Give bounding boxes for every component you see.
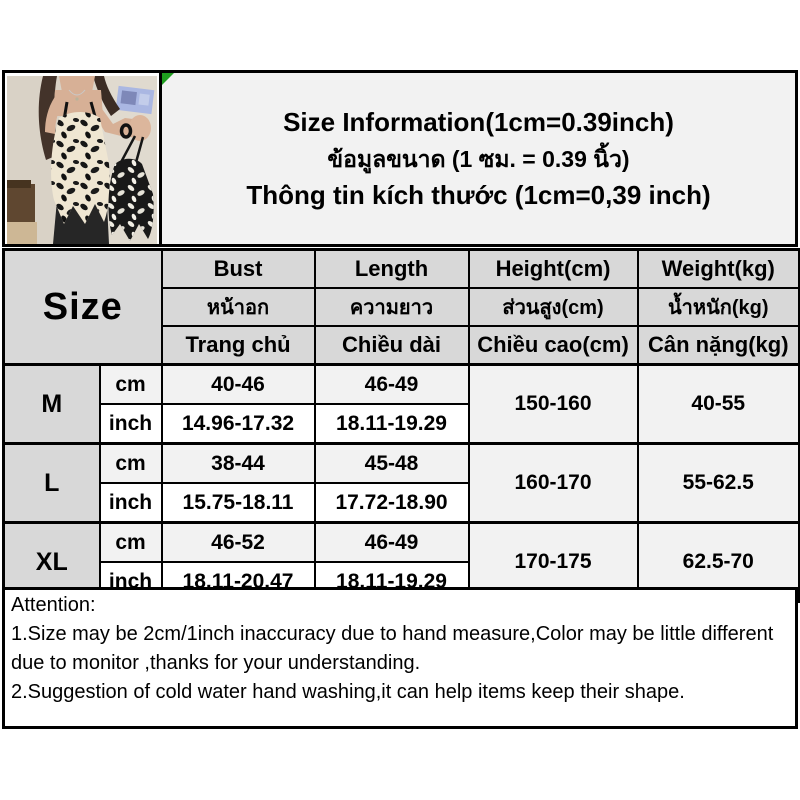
table-row-l-cm: L cm 38-44 45-48 160-170 55-62.5 bbox=[2, 442, 800, 524]
l-bust-inch: 15.75-18.11 bbox=[160, 482, 316, 524]
unit-label-cm: cm bbox=[98, 521, 163, 563]
attention-item-2: 2.Suggestion of cold water hand washing,… bbox=[11, 681, 685, 703]
unit-label-cm: cm bbox=[98, 363, 163, 405]
col-header-height-en: Height(cm) bbox=[467, 248, 639, 289]
table-row-l-inch: inch 15.75-18.11 17.72-18.90 bbox=[4, 482, 800, 524]
xl-length-cm: 46-49 bbox=[313, 521, 470, 563]
m-bust-inch: 14.96-17.32 bbox=[160, 403, 316, 445]
corner-marker-icon bbox=[162, 73, 174, 85]
size-table: Size Bust Length Height(cm) Weight(kg) ห… bbox=[2, 248, 800, 603]
table-row-m-cm: M cm 40-46 46-49 150-160 40-55 bbox=[2, 363, 800, 445]
col-header-height-th: ส่วนสูง(cm) bbox=[467, 287, 639, 327]
col-header-weight-en: Weight(kg) bbox=[636, 248, 800, 289]
col-header-bust-th: หน้าอก bbox=[160, 287, 316, 327]
l-bust-cm: 38-44 bbox=[160, 442, 316, 484]
l-height: 160-170 bbox=[467, 442, 639, 524]
l-length-cm: 45-48 bbox=[313, 442, 470, 484]
col-header-length-th: ความยาว bbox=[313, 287, 470, 327]
m-length-inch: 18.11-19.29 bbox=[313, 403, 470, 445]
col-header-weight-vi: Cân nặng(kg) bbox=[636, 325, 800, 366]
unit-label-inch: inch bbox=[98, 482, 163, 524]
col-header-height-vi: Chiều cao(cm) bbox=[467, 325, 639, 366]
size-label-l: L bbox=[2, 442, 101, 524]
header-row-vi: Trang chủ Chiều dài Chiều cao(cm) Cân nặ… bbox=[4, 325, 800, 366]
m-weight: 40-55 bbox=[636, 363, 800, 445]
col-header-weight-th: น้ำหนัก(kg) bbox=[636, 287, 800, 327]
product-photo-cell bbox=[5, 73, 162, 244]
header-row-en: Size Bust Length Height(cm) Weight(kg) bbox=[2, 248, 800, 366]
size-table-section: Size Bust Length Height(cm) Weight(kg) ห… bbox=[2, 248, 800, 603]
l-length-inch: 17.72-18.90 bbox=[313, 482, 470, 524]
unit-label-cm: cm bbox=[98, 442, 163, 484]
title-thai: ข้อมูลขนาด (1 ซม. = 0.39 นิ้ว) bbox=[327, 145, 630, 172]
col-header-bust-en: Bust bbox=[160, 248, 316, 289]
product-photo bbox=[7, 76, 157, 244]
table-row-m-inch: inch 14.96-17.32 18.11-19.29 bbox=[4, 403, 800, 445]
attention-item-1: 1.Size may be 2cm/1inch inaccuracy due t… bbox=[11, 623, 774, 674]
xl-bust-cm: 46-52 bbox=[160, 521, 316, 563]
m-bust-cm: 40-46 bbox=[160, 363, 316, 405]
size-corner-header: Size bbox=[2, 248, 163, 366]
table-row-xl-cm: XL cm 46-52 46-49 170-175 62.5-70 bbox=[2, 521, 800, 603]
attention-box: Attention: 1.Size may be 2cm/1inch inacc… bbox=[2, 587, 798, 729]
size-information-title: Size Information(1cm=0.39inch) ข้อมูลขนา… bbox=[162, 73, 795, 244]
col-header-bust-vi: Trang chủ bbox=[160, 325, 316, 366]
title-vietnamese: Thông tin kích thước (1cm=0,39 inch) bbox=[246, 179, 711, 210]
header-row-th: หน้าอก ความยาว ส่วนสูง(cm) น้ำหนัก(kg) bbox=[4, 287, 800, 327]
header-row: Size Information(1cm=0.39inch) ข้อมูลขนา… bbox=[2, 70, 798, 247]
col-header-length-vi: Chiều dài bbox=[313, 325, 470, 366]
m-height: 150-160 bbox=[467, 363, 639, 445]
title-english: Size Information(1cm=0.39inch) bbox=[283, 106, 674, 137]
unit-label-inch: inch bbox=[98, 403, 163, 445]
col-header-length-en: Length bbox=[313, 248, 470, 289]
attention-heading: Attention: bbox=[11, 594, 96, 616]
size-label-m: M bbox=[2, 363, 101, 445]
m-length-cm: 46-49 bbox=[313, 363, 470, 405]
l-weight: 55-62.5 bbox=[636, 442, 800, 524]
